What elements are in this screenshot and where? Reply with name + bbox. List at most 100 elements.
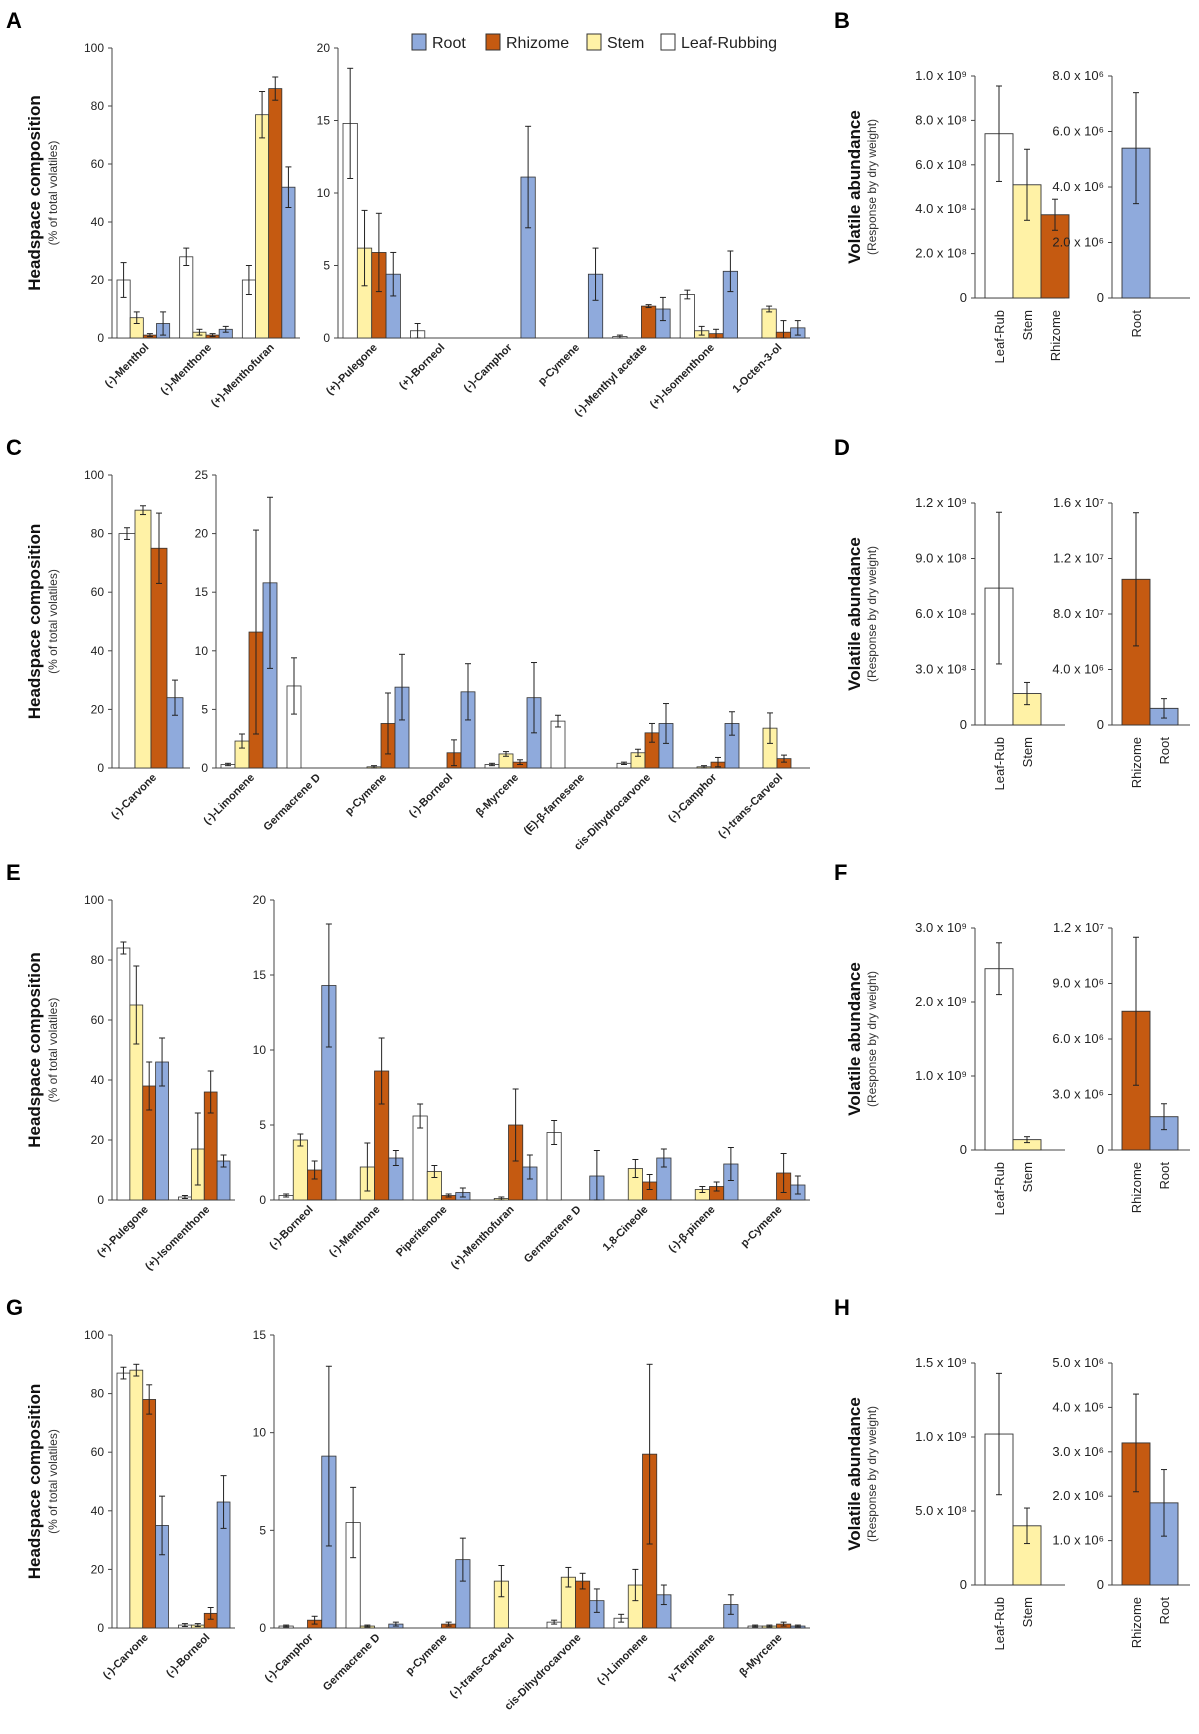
- panel-c-major-tick-label: 0: [97, 761, 104, 775]
- panel-d-right-category-label: Rhizome: [1129, 737, 1144, 788]
- panel-a-major-bar-stem: [255, 114, 270, 339]
- abundance-axis-subtitle: (Response by dry weight): [865, 971, 879, 1107]
- panel-a-minor-tick-label: 10: [317, 186, 331, 200]
- panel-a-minor-category-label: p-Cymene: [536, 342, 582, 388]
- panel-a-minor-category-label: 1-Octen-3-ol: [731, 342, 785, 396]
- panel-g-minor-tick-label: 0: [259, 1621, 266, 1635]
- legend-swatch-leaf-rubbing: [660, 33, 676, 51]
- panel-e-major-tick-label: 100: [84, 893, 104, 907]
- panel-g-minor-category-label: (-)-Limonene: [595, 1632, 651, 1688]
- panel-a-minor-bar-rhizome: [641, 305, 657, 339]
- panel-c-minor-category-label: cis-Dihydrocarvone: [572, 772, 653, 853]
- panel-a-major-category-label: (-)-Menthone: [159, 342, 215, 398]
- panel-e-major-category-label: (+)-Pulegone: [95, 1204, 151, 1260]
- panel-a-major-category-label: (-)-Menthol: [103, 342, 152, 391]
- panel-c-major-category-label: (-)-Carvone: [109, 772, 159, 822]
- legend-label-rhizome: Rhizome: [506, 35, 569, 52]
- panel-h-right-category-label: Root: [1157, 1597, 1172, 1625]
- panel-f-right-tick-label: 6.0 x 10⁶: [1052, 1031, 1104, 1046]
- legend-swatch-rhizome: [485, 33, 501, 51]
- panel-letter-a: A: [6, 8, 22, 33]
- panel-c-major-tick-label: 100: [84, 468, 104, 482]
- legend-label-leaf-rubbing: Leaf-Rubbing: [681, 35, 777, 52]
- panel-c-major-bar-leaf-rubbing: [118, 533, 136, 769]
- panel-a-minor-category-label: (-)-Camphor: [462, 341, 515, 394]
- panel-f-left-category-label: Stem: [1020, 1162, 1035, 1192]
- panel-b-right-category-label: Root: [1129, 310, 1144, 338]
- panel-b-left-tick-label: 2.0 x 10⁸: [915, 246, 967, 261]
- panel-g-minor-category-label: cis-Dihydrocarvone: [503, 1632, 584, 1713]
- panel-e-minor-tick-label: 0: [259, 1193, 266, 1207]
- panel-h-left-tick-label: 5.0 x 10⁸: [915, 1503, 967, 1518]
- panel-a-major-tick-label: 60: [91, 157, 105, 171]
- panel-e-major-bar-leaf-rubbing: [116, 947, 131, 1201]
- headspace-axis-title: Headspace composition: [25, 952, 44, 1148]
- panel-d-right-tick-label: 1.2 x 10⁷: [1053, 551, 1104, 566]
- panel-d-left-tick-label: 1.2 x 10⁹: [915, 495, 967, 510]
- panel-g-minor-category-label: γ-Terpinene: [666, 1632, 718, 1684]
- panel-a-minor-category-label: (-)-Menthyl acetate: [572, 342, 649, 419]
- panel-e-minor-tick-label: 5: [259, 1118, 266, 1132]
- panel-h-right-tick-label: 5.0 x 10⁶: [1052, 1355, 1104, 1370]
- panel-c-minor-category-label: β-Myrcene: [474, 772, 521, 819]
- panel-g-major-tick-label: 0: [97, 1621, 104, 1635]
- panel-c-major-tick-label: 60: [91, 585, 105, 599]
- panel-d-left-tick-label: 9.0 x 10⁸: [915, 551, 967, 566]
- panel-g-major-bar-stem: [129, 1369, 144, 1629]
- abundance-axis-subtitle: (Response by dry weight): [865, 1406, 879, 1542]
- panel-g-minor-category-label: p-Cymene: [404, 1632, 450, 1678]
- panel-d-left-tick-label: 0: [960, 717, 967, 732]
- panel-letter-c: C: [6, 435, 22, 460]
- panel-e-minor-category-label: (-)-Menthone: [327, 1204, 383, 1260]
- panel-e-major-tick-label: 0: [97, 1193, 104, 1207]
- panel-b-left-category-label: Leaf-Rub: [992, 310, 1007, 363]
- panel-a-minor-category-label: (+)-Isomenthone: [648, 342, 717, 411]
- panel-d-left-category-label: Stem: [1020, 737, 1035, 767]
- panel-e-minor-tick-label: 15: [253, 968, 267, 982]
- panel-e-minor-category-label: 1,8-Cineole: [601, 1204, 651, 1254]
- panel-e-major-tick-label: 20: [91, 1133, 105, 1147]
- panel-g-minor-category-label: Germacrene D: [321, 1632, 383, 1694]
- panel-g-minor-category-label: (-)-Camphor: [263, 1631, 316, 1684]
- panel-a-major-tick-label: 20: [91, 273, 105, 287]
- panel-d-right-tick-label: 4.0 x 10⁶: [1052, 662, 1104, 677]
- panel-g-major-tick-label: 60: [91, 1445, 105, 1459]
- panel-d-left-tick-label: 6.0 x 10⁸: [915, 606, 967, 621]
- panel-c-minor-tick-label: 10: [195, 644, 209, 658]
- panel-c-major-tick-label: 40: [91, 644, 105, 658]
- panel-d-right-tick-label: 1.6 x 10⁷: [1053, 495, 1104, 510]
- panel-e-minor-tick-label: 10: [253, 1043, 267, 1057]
- panel-g-minor-tick-label: 10: [253, 1426, 267, 1440]
- panel-g-major-tick-label: 40: [91, 1504, 105, 1518]
- panel-f-right-tick-label: 0: [1097, 1142, 1104, 1157]
- panel-letter-d: D: [834, 435, 850, 460]
- panel-letter-b: B: [834, 8, 850, 33]
- panel-c-minor-tick-label: 15: [195, 585, 209, 599]
- panel-e-major-category-label: (+)-Isomenthone: [143, 1204, 212, 1273]
- panel-b-left-tick-label: 0: [960, 290, 967, 305]
- panel-e-minor-category-label: (-)-Borneol: [267, 1204, 315, 1252]
- headspace-axis-title: Headspace composition: [25, 1384, 44, 1580]
- panel-f-left-tick-label: 1.0 x 10⁹: [915, 1068, 967, 1083]
- panel-h-right-tick-label: 3.0 x 10⁶: [1052, 1444, 1104, 1459]
- panel-h-left-tick-label: 1.5 x 10⁹: [915, 1355, 967, 1370]
- panel-a-minor-category-label: (+)-Borneol: [397, 342, 447, 392]
- panel-a-major-bar-leaf-rubbing: [179, 256, 194, 339]
- panel-b-right-tick-label: 4.0 x 10⁶: [1052, 179, 1104, 194]
- panel-e-major-tick-label: 40: [91, 1073, 105, 1087]
- panel-b-right-tick-label: 0: [1097, 290, 1104, 305]
- headspace-axis-subtitle: (% of total volatiles): [46, 141, 60, 246]
- headspace-axis-subtitle: (% of total volatiles): [46, 998, 60, 1103]
- panel-c-minor-tick-label: 25: [195, 468, 209, 482]
- abundance-axis-title: Volatile abundance: [845, 537, 864, 691]
- abundance-axis-subtitle: (Response by dry weight): [865, 119, 879, 255]
- panel-a-minor-tick-label: 15: [317, 114, 331, 128]
- panel-g-major-category-label: (-)-Borneol: [164, 1632, 212, 1680]
- panel-a-major-category-label: (+)-Menthofuran: [209, 341, 277, 409]
- panel-letter-g: G: [6, 1295, 23, 1320]
- panel-g-major-tick-label: 80: [91, 1387, 105, 1401]
- panel-e-minor-category-label: (-)-β-pinene: [666, 1204, 717, 1255]
- panel-f-left-bar-leaf-rubbing: [984, 968, 1014, 1151]
- panel-d-right-category-label: Root: [1157, 737, 1172, 765]
